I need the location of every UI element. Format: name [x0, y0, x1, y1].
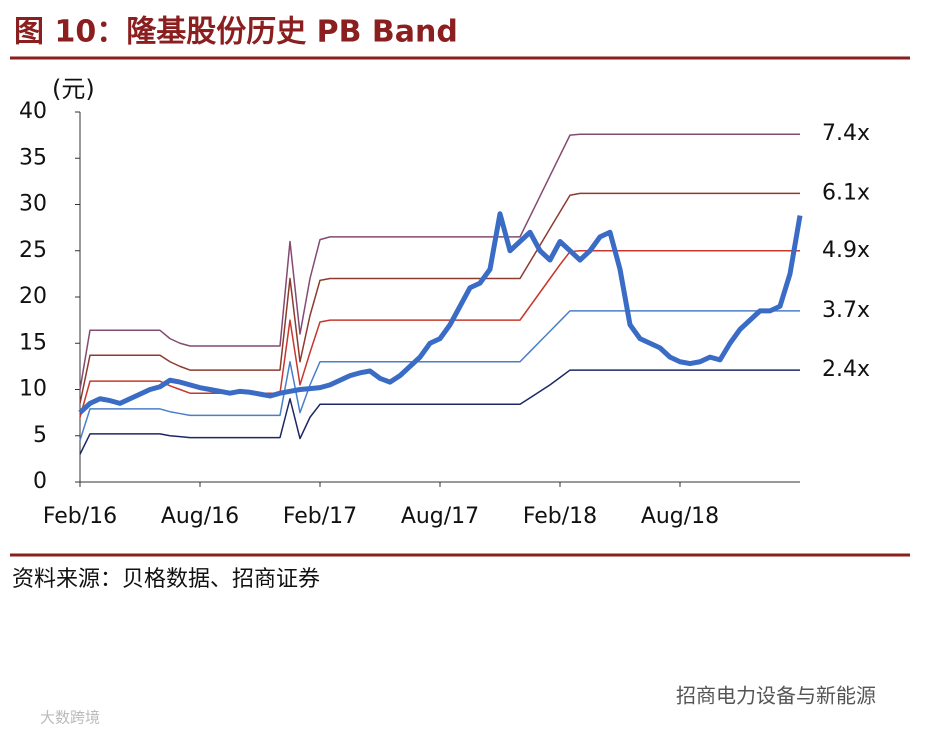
series-line — [79, 310, 800, 441]
y-label: (元) — [52, 75, 95, 103]
series-line — [79, 192, 800, 404]
y-tick-label: 10 — [19, 377, 47, 402]
series-line — [78, 211, 803, 415]
series-line — [79, 250, 800, 418]
series-label: 7.4x — [822, 121, 870, 146]
y-tick-label: 30 — [19, 192, 47, 217]
source: 资料来源：贝格数据、招商证券 — [12, 567, 320, 592]
series-label: 4.9x — [822, 238, 870, 263]
series-line — [79, 369, 800, 455]
y-tick-label: 0 — [33, 469, 47, 494]
y-tick-label: 40 — [19, 99, 47, 124]
watermark: 招商电力设备与新能源 — [676, 684, 876, 708]
series-label: 3.7x — [822, 298, 870, 323]
series-label: 6.1x — [822, 180, 870, 205]
y-tick-label: 20 — [19, 284, 47, 309]
x-tick-label: Aug/16 — [161, 504, 239, 529]
y-tick-label: 5 — [33, 423, 47, 448]
series-line — [79, 133, 800, 390]
y-tick-label: 25 — [19, 238, 47, 263]
title: 图 10：隆基股份历史 PB Band — [14, 15, 458, 50]
watermark-corner: 大数跨境 — [40, 709, 100, 727]
y-tick-label: 15 — [19, 330, 47, 355]
x-tick-label: Feb/17 — [283, 504, 357, 529]
y-tick-label: 35 — [19, 145, 47, 170]
x-tick-label: Feb/18 — [523, 504, 597, 529]
x-tick-label: Aug/18 — [641, 504, 719, 529]
series-label: 2.4x — [822, 357, 870, 382]
x-tick-label: Aug/17 — [401, 504, 479, 529]
x-tick-label: Feb/16 — [43, 504, 117, 529]
